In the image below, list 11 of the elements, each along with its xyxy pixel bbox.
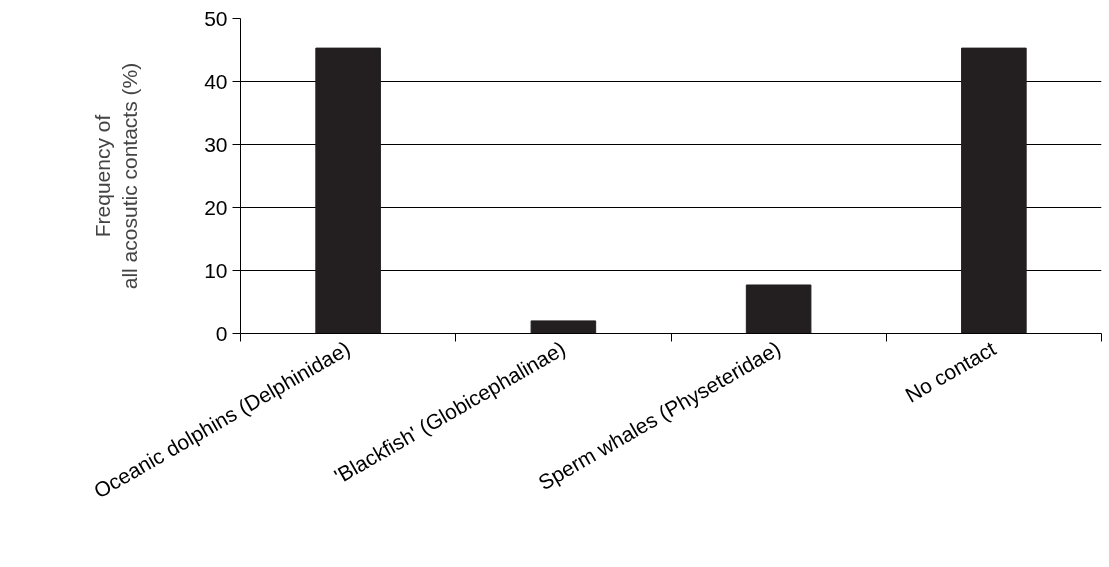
y-tick-label: 50: [204, 6, 228, 30]
y-tick-label: 30: [204, 132, 228, 156]
y-tick-label: 0: [215, 321, 228, 345]
y-tick-label: 40: [204, 69, 228, 93]
bar: [530, 320, 597, 334]
y-axis-title: Frequency of all acosutic contacts (%): [90, 62, 142, 290]
bar: [315, 47, 381, 334]
y-tick-label: 10: [204, 258, 228, 282]
bar: [745, 284, 812, 334]
bar: [961, 47, 1027, 334]
y-tick-label: 20: [204, 195, 228, 219]
